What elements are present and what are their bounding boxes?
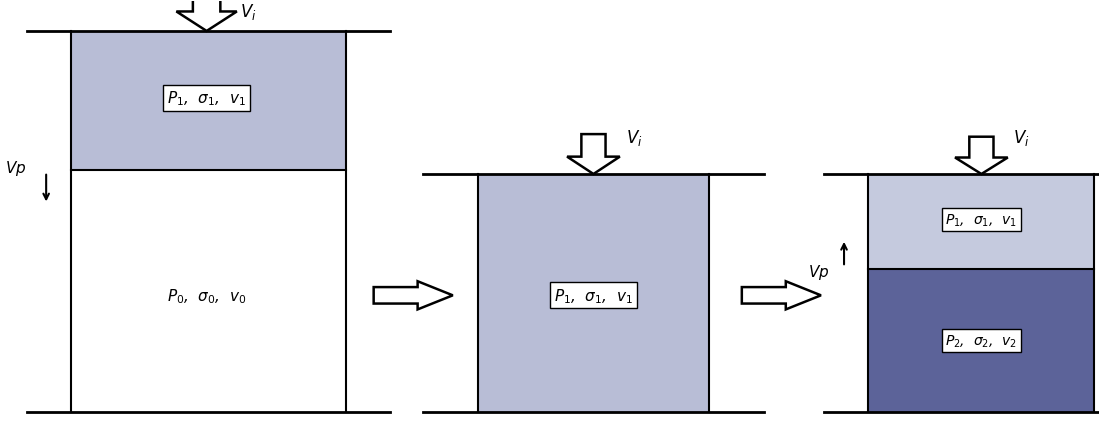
Polygon shape [955,138,1008,174]
Text: $V_i$: $V_i$ [1013,128,1030,148]
Polygon shape [567,135,620,174]
Text: $P_1$,  $\sigma_1$,  $v_1$: $P_1$, $\sigma_1$, $v_1$ [945,212,1018,228]
Bar [868,270,1094,412]
Polygon shape [742,282,821,310]
Polygon shape [176,0,237,32]
Text: $P_1$,  $\sigma_1$,  $v_1$: $P_1$, $\sigma_1$, $v_1$ [167,89,246,108]
Text: $P_0$,  $\sigma_0$,  $v_0$: $P_0$, $\sigma_0$, $v_0$ [167,286,246,305]
Text: $P_1$,  $\sigma_1$,  $v_1$: $P_1$, $\sigma_1$, $v_1$ [554,286,633,305]
Bar [868,174,1094,270]
Bar [71,32,346,170]
Text: $V_i$: $V_i$ [626,128,643,148]
Text: $P_2$,  $\sigma_2$,  $v_2$: $P_2$, $\sigma_2$, $v_2$ [945,333,1018,349]
Text: $Vp$: $Vp$ [808,263,829,281]
Bar [478,174,709,412]
Text: $V_i$: $V_i$ [240,3,256,23]
Bar [71,170,346,412]
Polygon shape [374,282,453,310]
Text: $Vp$: $Vp$ [5,158,26,178]
